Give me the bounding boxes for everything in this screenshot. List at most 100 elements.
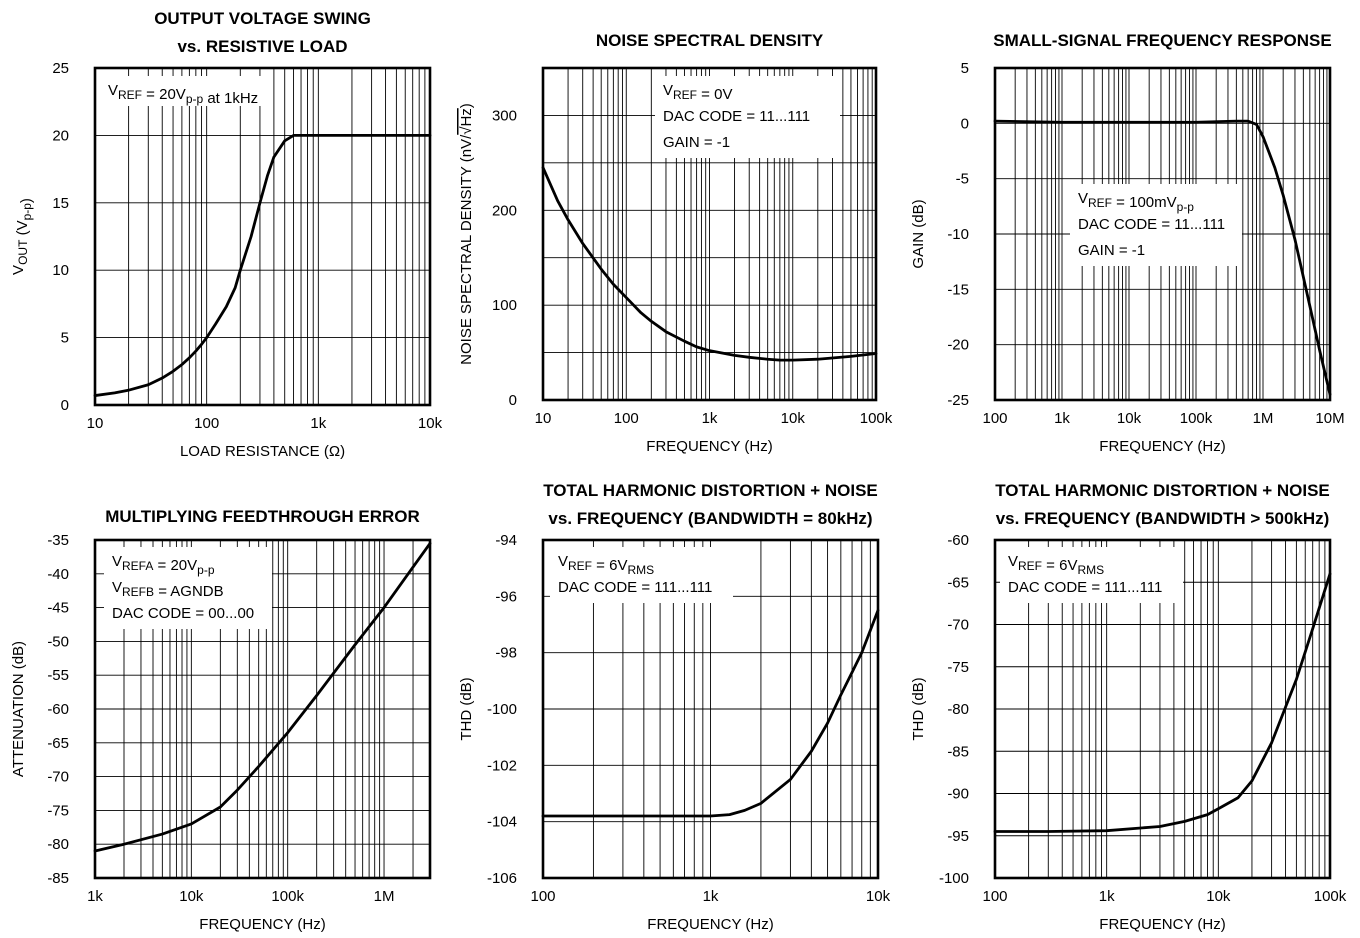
data-series-line bbox=[93, 541, 432, 853]
annotation-background bbox=[100, 76, 272, 106]
annotation-line: VREF = 100mVp-p bbox=[1078, 190, 1194, 214]
chart-title: SMALL-SIGNAL FREQUENCY RESPONSE bbox=[993, 31, 1331, 50]
x-tick-label: 1M bbox=[374, 888, 395, 905]
chart-title: MULTIPLYING FEEDTHROUGH ERROR bbox=[105, 507, 420, 526]
y-axis-label: GAIN (dB) bbox=[910, 199, 927, 268]
y-tick-label: 300 bbox=[492, 107, 517, 124]
annotation-line: VREFA = 20Vp-p bbox=[112, 553, 215, 577]
y-tick-label: -50 bbox=[47, 633, 69, 650]
chart-thd-noise-80khz: VREF = 6VRMS DAC CODE = 111...111 100 1k 10k… bbox=[458, 481, 891, 933]
y-tick-label: 20 bbox=[52, 127, 69, 144]
y-tick-label: -70 bbox=[947, 617, 969, 634]
x-tick-label: 10k bbox=[1206, 888, 1231, 905]
y-tick-label: -60 bbox=[947, 532, 969, 549]
chart-title: vs. RESISTIVE LOAD bbox=[177, 37, 347, 56]
x-tick-label: 10k bbox=[418, 415, 443, 432]
grid bbox=[995, 540, 1330, 878]
chart-thd-noise-500khz: VREF = 6VRMS DAC CODE = 111...111 100 1k 10k… bbox=[910, 481, 1347, 933]
y-tick-label: 0 bbox=[61, 397, 69, 414]
x-axis-label: LOAD RESISTANCE (Ω) bbox=[180, 443, 345, 460]
y-tick-label: -106 bbox=[487, 870, 517, 887]
plot-frame bbox=[993, 538, 1332, 880]
y-tick-label: -85 bbox=[47, 870, 69, 887]
y-tick-label: -102 bbox=[487, 757, 517, 774]
x-tick-label: 100 bbox=[982, 410, 1007, 427]
y-axis-label: THD (dB) bbox=[910, 677, 927, 740]
x-tick-label: 10 bbox=[87, 415, 104, 432]
annotation-background bbox=[1000, 547, 1183, 603]
annotation-line: DAC CODE = 11...111 bbox=[1078, 216, 1225, 233]
annotation-line: DAC CODE = 11...111 bbox=[663, 108, 810, 125]
x-tick-label: 1k bbox=[87, 888, 103, 905]
plot-frame bbox=[541, 538, 880, 880]
y-tick-label: -90 bbox=[947, 786, 969, 803]
chart-title: TOTAL HARMONIC DISTORTION + NOISE bbox=[995, 481, 1330, 500]
x-axis-label: FREQUENCY (Hz) bbox=[199, 916, 325, 933]
y-axis-label: THD (dB) bbox=[458, 677, 475, 740]
annotation-background bbox=[655, 76, 840, 158]
plot-frame bbox=[541, 66, 878, 402]
x-tick-label: 1k bbox=[703, 888, 719, 905]
y-tick-label: -75 bbox=[47, 802, 69, 819]
y-tick-label: -65 bbox=[47, 735, 69, 752]
plot-frame bbox=[93, 66, 432, 407]
y-tick-label: -65 bbox=[947, 574, 969, 591]
x-tick-label: 10k bbox=[781, 410, 806, 427]
x-axis-label: FREQUENCY (Hz) bbox=[646, 438, 772, 455]
y-tick-label: -104 bbox=[487, 814, 517, 831]
plot-frame bbox=[93, 538, 432, 880]
y-tick-label: -94 bbox=[495, 532, 517, 549]
annotation-line: VREF = 20Vp-p at 1kHz bbox=[108, 82, 258, 107]
plot-frame bbox=[993, 66, 1332, 402]
y-tick-label: -25 bbox=[947, 392, 969, 409]
annotation-line: GAIN = -1 bbox=[1078, 242, 1145, 259]
y-axis-label: ATTENUATION (dB) bbox=[10, 641, 27, 777]
y-tick-label: 100 bbox=[492, 297, 517, 314]
x-tick-label: 10k bbox=[866, 888, 891, 905]
annotation-line: DAC CODE = 00...00 bbox=[112, 605, 254, 622]
x-tick-label: 1k bbox=[702, 410, 718, 427]
y-tick-label: 25 bbox=[52, 60, 69, 77]
annotation-line: VREF = 0V bbox=[663, 82, 732, 103]
y-tick-label: -40 bbox=[47, 566, 69, 583]
y-tick-label: -45 bbox=[47, 600, 69, 617]
y-axis-label: NOISE SPECTRAL DENSITY (nV/√Hz) bbox=[458, 103, 475, 365]
y-tick-label: 10 bbox=[52, 262, 69, 279]
y-tick-label: -55 bbox=[47, 667, 69, 684]
data-series-line bbox=[541, 609, 880, 818]
y-tick-label: 5 bbox=[961, 60, 969, 77]
x-tick-label: 1M bbox=[1253, 410, 1274, 427]
annotation-line: DAC CODE = 111...111 bbox=[558, 579, 712, 596]
y-tick-label: 0 bbox=[961, 115, 969, 132]
y-tick-label: -85 bbox=[947, 743, 969, 760]
annotation-background bbox=[104, 547, 272, 629]
chart-title: NOISE SPECTRAL DENSITY bbox=[596, 31, 824, 50]
y-axis-label: VOUT (Vp-p) bbox=[10, 198, 35, 275]
x-tick-label: 100k bbox=[1180, 410, 1213, 427]
x-tick-label: 10 bbox=[535, 410, 552, 427]
x-axis-label: FREQUENCY (Hz) bbox=[647, 916, 773, 933]
annotation-line: GAIN = -1 bbox=[663, 134, 730, 151]
x-tick-label: 100 bbox=[530, 888, 555, 905]
x-tick-label: 1k bbox=[310, 415, 326, 432]
chart-title: vs. FREQUENCY (BANDWIDTH = 80kHz) bbox=[548, 509, 872, 528]
x-tick-label: 100 bbox=[194, 415, 219, 432]
y-tick-label: -96 bbox=[495, 588, 517, 605]
x-tick-label: 1k bbox=[1099, 888, 1115, 905]
chart-title: OUTPUT VOLTAGE SWING bbox=[154, 9, 371, 28]
y-tick-label: 200 bbox=[492, 202, 517, 219]
data-series-line bbox=[993, 572, 1332, 833]
y-tick-label: -80 bbox=[947, 701, 969, 718]
y-tick-label: 0 bbox=[509, 392, 517, 409]
annotation-line: VREFB = AGNDB bbox=[112, 579, 224, 600]
annotation-background bbox=[550, 547, 733, 603]
y-tick-label: -75 bbox=[947, 659, 969, 676]
data-series-line bbox=[541, 166, 878, 362]
y-tick-label: -100 bbox=[939, 870, 969, 887]
chart-title: TOTAL HARMONIC DISTORTION + NOISE bbox=[543, 481, 878, 500]
annotation-background bbox=[1070, 184, 1242, 266]
y-tick-label: -95 bbox=[947, 828, 969, 845]
x-tick-label: 100k bbox=[1314, 888, 1347, 905]
